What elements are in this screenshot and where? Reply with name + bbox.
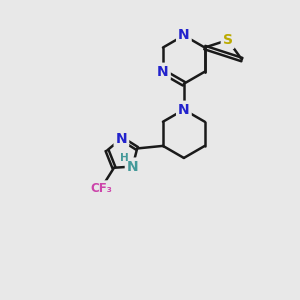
Text: N: N [178,28,190,43]
Text: N: N [178,103,190,117]
Text: H: H [120,153,129,163]
Text: N: N [127,160,138,173]
Text: S: S [223,33,233,47]
Text: N: N [157,65,169,79]
Text: N: N [116,131,127,146]
Text: CF₃: CF₃ [90,182,112,195]
